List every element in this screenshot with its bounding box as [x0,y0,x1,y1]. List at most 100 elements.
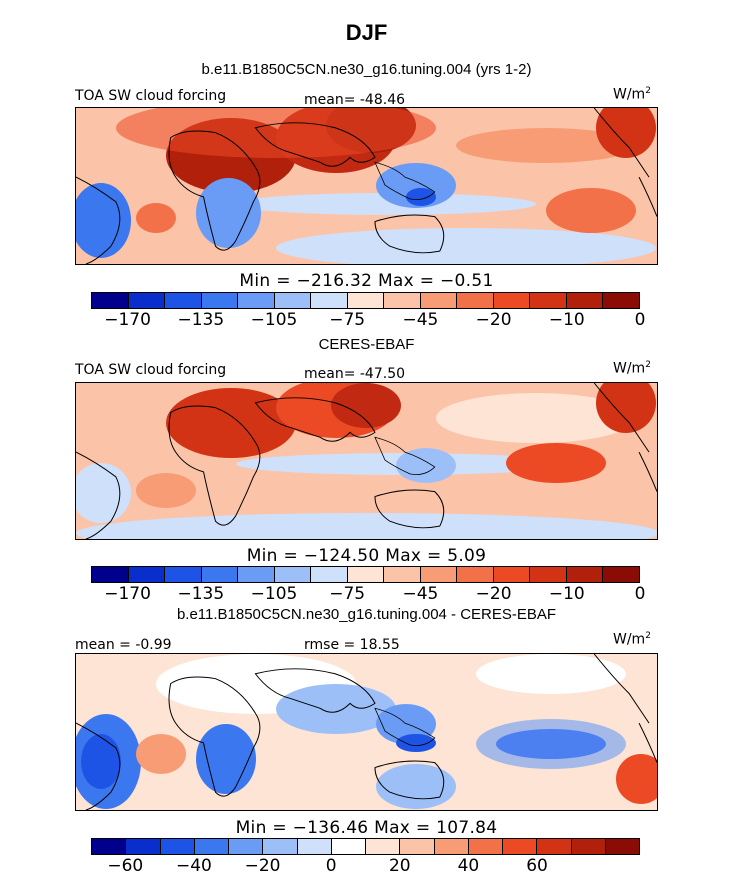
panel3-colorbar [91,838,640,855]
colorbar-swatch [457,293,494,308]
colorbar-swatch [347,567,385,582]
panel2-colorbar [91,566,640,583]
panel1-units-base: W/m [613,86,646,103]
panel2-coastlines [76,383,657,539]
p3-blob-pacific-white [476,654,626,694]
colorbar-swatch [537,839,572,854]
p1-blob-westafrica-orange [136,203,176,233]
model-panel-title: b.e11.B1850C5CN.ne30_g16.tuning.004 (yrs… [201,61,532,78]
panel2-units-base: W/m [613,360,646,377]
colorbar-tick-label: −40 [175,856,212,876]
panel1-units: W/m2 [613,86,651,103]
colorbar-swatch [263,839,298,854]
colorbar-swatch [92,293,129,308]
panel1-units-exp: 2 [645,86,651,96]
colorbar-tick-label: −105 [250,584,298,604]
colorbar-swatch [603,293,639,308]
p1-blob-america-red [596,108,656,158]
colorbar-swatch [493,567,531,582]
p1-blob-southamerica-blue [76,183,131,258]
colorbar-swatch [366,839,401,854]
colorbar-swatch [126,839,161,854]
p1-blob-southern-blue [276,228,656,264]
colorbar-tick-label: −45 [402,310,439,330]
colorbar-swatch [238,567,275,582]
colorbar-swatch [331,839,366,854]
colorbar-tick-label: −105 [250,310,298,330]
panel1-coastlines [76,108,657,264]
p3-blob-southafrica-blue [196,724,256,794]
colorbar-tick-label: −75 [329,310,366,330]
panel2-units: W/m2 [613,360,651,377]
colorbar-swatch [238,293,275,308]
panel1-colorbar [91,292,640,309]
colorbar-tick-label: −20 [475,584,512,604]
colorbar-swatch [384,567,421,582]
colorbar-swatch [201,293,239,308]
colorbar-tick-label: −10 [548,584,585,604]
panel1-minmax: Min = −216.32 Max = −0.51 [239,271,494,291]
colorbar-swatch [384,293,421,308]
colorbar-tick-label: −20 [244,856,281,876]
colorbar-swatch [128,567,166,582]
p2-blob-southamerica-pale [76,463,131,523]
colorbar-tick-label: −75 [329,584,366,604]
colorbar-swatch [160,839,195,854]
p3-blob-australia-blue [376,764,456,809]
colorbar-swatch [128,293,166,308]
panel3-rmse-label: rmse = 18.55 [304,637,400,653]
panel3-coastlines [76,654,657,810]
colorbar-swatch [165,293,202,308]
figure-title: DJF [345,20,388,45]
p2-blob-eastpacific-red [506,443,606,483]
obs-panel-title: CERES-EBAF [318,336,415,353]
colorbar-swatch [566,293,604,308]
colorbar-swatch [274,567,312,582]
p1-blob-maritime-dark [406,188,436,206]
colorbar-tick-label: −135 [177,310,225,330]
panel2-map [75,382,658,540]
colorbar-tick-label: −60 [107,856,144,876]
panel2-mean-label: mean= -47.50 [304,366,406,382]
colorbar-swatch [434,839,469,854]
colorbar-swatch [468,839,503,854]
colorbar-tick-label: 60 [526,856,548,876]
colorbar-swatch [194,839,229,854]
colorbar-tick-label: −10 [548,310,585,330]
colorbar-tick-label: 0 [634,310,646,330]
p3-blob-eastpacific-blue [476,719,626,769]
colorbar-tick-label: −170 [104,310,151,330]
colorbar-swatch [457,567,494,582]
colorbar-swatch [603,567,639,582]
p2-blob-southatlantic-orange [136,473,196,508]
panel3-units: W/m2 [613,631,651,648]
panel1-mean-label: mean= -48.46 [304,92,406,108]
p3-blob-southamerica-dark [81,734,121,789]
colorbar-swatch [605,839,639,854]
colorbar-swatch [503,839,538,854]
colorbar-tick-label: 0 [325,856,337,876]
panel3-map [75,653,658,811]
colorbar-tick-label: −45 [402,584,439,604]
panel2-minmax: Min = −124.50 Max = 5.09 [246,546,487,566]
p1-blob-eastpacific-orange [546,188,636,233]
colorbar-swatch [571,839,606,854]
panel2-units-exp: 2 [645,360,651,370]
colorbar-tick-label: 40 [457,856,480,876]
panel3-minmax: Min = −136.46 Max = 107.84 [235,818,498,838]
panel3-units-exp: 2 [645,631,651,641]
colorbar-swatch [229,839,264,854]
colorbar-swatch [92,567,129,582]
colorbar-swatch [400,839,435,854]
colorbar-swatch [420,293,458,308]
colorbar-swatch [347,293,385,308]
p2-blob-maritime-blue [396,448,456,483]
colorbar-tick-label: −20 [475,310,512,330]
colorbar-tick-label: 0 [634,584,646,604]
diff-panel-title: b.e11.B1850C5CN.ne30_g16.tuning.004 - CE… [176,606,557,623]
colorbar-swatch [297,839,332,854]
p3-blob-america-red [616,754,657,804]
colorbar-swatch [165,567,202,582]
colorbar-swatch [566,567,604,582]
panel1-variable-label: TOA SW cloud forcing [75,88,227,104]
